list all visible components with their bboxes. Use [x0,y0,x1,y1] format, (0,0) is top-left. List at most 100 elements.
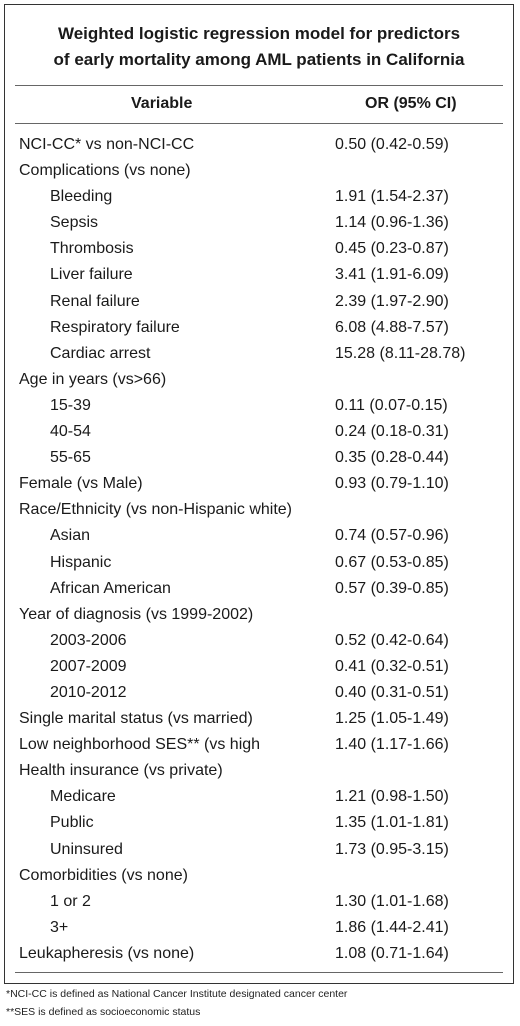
title-line-2: of early mortality among AML patients in… [53,50,465,69]
rule-bottom [15,972,503,973]
row-or-ci: 15.28 (8.11-28.78) [335,344,466,362]
row-or-ci: 0.57 (0.39-0.85) [335,579,449,597]
table-row: Comorbidities (vs none) [5,863,513,889]
row-variable: Public [50,814,94,832]
table-row: Bleeding 1.91 (1.54-2.37) [5,184,513,210]
table-row: Low neighborhood SES** (vs high 1.40 (1.1… [5,732,513,758]
table-row: Hispanic 0.67 (0.53-0.85) [5,550,513,576]
table-row: Sepsis 1.14 (0.96-1.36) [5,210,513,236]
table-row: Renal failure 2.39 (1.97-2.90) [5,289,513,315]
table-row: Uninsured 1.73 (0.95-3.15) [5,837,513,863]
row-or-ci: 1.25 (1.05-1.49) [335,710,449,728]
row-variable: 2010-2012 [50,683,127,701]
row-variable: 2003-2006 [50,631,127,649]
row-variable: 15-39 [50,396,91,414]
row-or-ci: 0.41 (0.32-0.51) [335,657,449,675]
header-variable: Variable [131,95,193,112]
footnote-1: *NCI-CC is defined as National Cancer In… [6,988,348,1000]
row-variable: Sepsis [50,214,99,232]
row-or-ci: 1.73 (0.95-3.15) [335,840,449,858]
row-or-ci: 0.35 (0.28-0.44) [335,449,449,467]
table-frame: Weighted logistic regression model for p… [4,4,514,984]
table-row: Public 1.35 (1.01-1.81) [5,810,513,836]
row-variable: Complications (vs none) [19,162,191,180]
title-line-1: Weighted logistic regression model for p… [57,24,461,43]
table-row: Health insurance (vs private) [5,758,513,784]
row-variable: Cardiac arrest [50,344,151,362]
row-or-ci: 0.40 (0.31-0.51) [335,683,449,701]
row-or-ci: 1.35 (1.01-1.81) [335,814,449,832]
row-or-ci: 0.11 (0.07-0.15) [335,396,448,414]
row-or-ci: 1.30 (1.01-1.68) [335,892,449,910]
table-row: African American 0.57 (0.39-0.85) [5,576,513,602]
table-row: Respiratory failure 6.08 (4.88-7.57) [5,315,513,341]
row-or-ci: 0.52 (0.42-0.64) [335,631,449,649]
row-variable: 1 or 2 [50,892,91,910]
table-row: Complications (vs none) [5,158,513,184]
table-row: Thrombosis 0.45 (0.23-0.87) [5,236,513,262]
row-variable: 3+ [50,918,69,936]
row-variable: Renal failure [50,292,140,310]
row-or-ci: 1.21 (0.98-1.50) [335,788,449,806]
row-variable: Year of diagnosis (vs 1999-2002) [19,605,254,623]
row-variable: Bleeding [50,188,113,206]
table-row: Asian 0.74 (0.57-0.96) [5,523,513,549]
table-body: NCI-CC* vs non-NCI-CC 0.50 (0.42-0.59) Com… [5,132,513,967]
table-row: 55-65 0.35 (0.28-0.44) [5,445,513,471]
table-row: Race/Ethnicity (vs non-Hispanic white) [5,497,513,523]
table-row: Cardiac arrest 15.28 (8.11-28.78) [5,341,513,367]
table-row: Leukapheresis (vs none) 1.08 (0.71-1.64) [5,941,513,967]
row-variable: Age in years (vs>66) [19,370,167,388]
row-variable: Thrombosis [50,240,134,258]
table-row: 2010-2012 0.40 (0.31-0.51) [5,680,513,706]
header-or: OR (95% CI) [365,95,457,112]
row-or-ci: 0.24 (0.18-0.31) [335,423,449,441]
row-or-ci: 0.67 (0.53-0.85) [335,553,449,571]
table-row: 15-39 0.11 (0.07-0.15) [5,393,513,419]
row-variable: 2007-2009 [50,657,127,675]
row-or-ci: 1.14 (0.96-1.36) [335,214,449,232]
rule-header [15,123,503,124]
row-or-ci: 1.86 (1.44-2.41) [335,918,449,936]
row-variable: Liver failure [50,266,133,284]
row-variable: Comorbidities (vs none) [19,866,188,884]
table-row: Single marital status (vs married) 1.25 (… [5,706,513,732]
row-variable: Health insurance (vs private) [19,762,223,780]
row-or-ci: 3.41 (1.91-6.09) [335,266,449,284]
table-row: NCI-CC* vs non-NCI-CC 0.50 (0.42-0.59) [5,132,513,158]
row-or-ci: 2.39 (1.97-2.90) [335,292,449,310]
row-variable: Race/Ethnicity (vs non-Hispanic white) [19,501,292,519]
table-row: Year of diagnosis (vs 1999-2002) [5,602,513,628]
table-row: 2007-2009 0.41 (0.32-0.51) [5,654,513,680]
table-row: 1 or 2 1.30 (1.01-1.68) [5,889,513,915]
table-row: 2003-2006 0.52 (0.42-0.64) [5,628,513,654]
row-variable: Leukapheresis (vs none) [19,944,195,962]
table-row: 40-54 0.24 (0.18-0.31) [5,419,513,445]
row-variable: 55-65 [50,449,91,467]
row-variable: Low neighborhood SES** (vs high [19,736,261,754]
table-row: 3+ 1.86 (1.44-2.41) [5,915,513,941]
row-or-ci: 0.45 (0.23-0.87) [335,240,449,258]
row-or-ci: 1.08 (0.71-1.64) [335,944,449,962]
row-or-ci: 6.08 (4.88-7.57) [335,318,449,336]
table-row: Age in years (vs>66) [5,367,513,393]
row-or-ci: 0.50 (0.42-0.59) [335,136,449,153]
row-variable: Asian [50,527,91,545]
row-or-ci: 0.93 (0.79-1.10) [335,475,449,493]
row-or-ci: 0.74 (0.57-0.96) [335,527,449,545]
row-or-ci: 1.40 (1.17-1.66) [335,736,449,754]
table-row: Liver failure 3.41 (1.91-6.09) [5,262,513,288]
row-variable: Female (vs Male) [19,475,143,493]
row-variable: Medicare [50,788,116,806]
rule-top [15,85,503,86]
footnote-2: **SES is defined as socioeconomic status [6,1006,201,1018]
table-row: Female (vs Male) 0.93 (0.79-1.10) [5,471,513,497]
row-variable: 40-54 [50,423,91,441]
row-variable: African American [50,579,171,597]
table-title: Weighted logistic regression model for p… [5,21,513,73]
row-variable: NCI-CC* vs non-NCI-CC [19,136,195,153]
table-row: Medicare 1.21 (0.98-1.50) [5,784,513,810]
row-variable: Single marital status (vs married) [19,710,253,728]
row-or-ci: 1.91 (1.54-2.37) [335,188,449,206]
row-variable: Uninsured [50,840,123,858]
